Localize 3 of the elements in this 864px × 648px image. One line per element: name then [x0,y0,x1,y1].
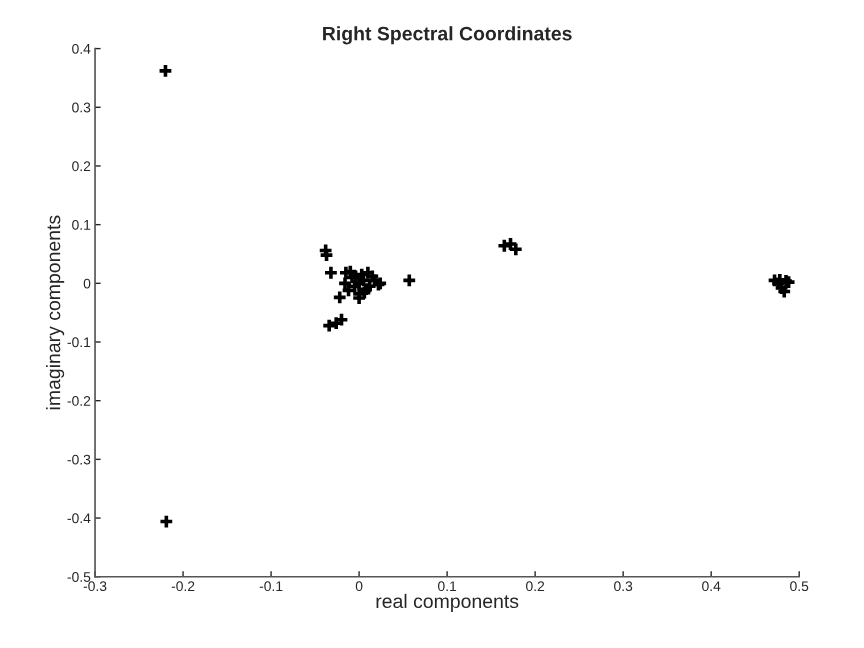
chart-title: Right Spectral Coordinates [323,26,572,45]
y-axis-title: imaginary components [46,215,65,410]
x-axis-title: real components [376,593,519,612]
